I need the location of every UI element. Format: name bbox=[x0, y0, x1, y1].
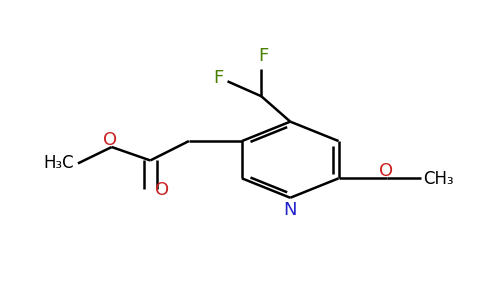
Text: H₃C: H₃C bbox=[44, 154, 74, 172]
Text: O: O bbox=[379, 163, 393, 181]
Text: N: N bbox=[284, 201, 297, 219]
Text: F: F bbox=[258, 47, 269, 65]
Text: O: O bbox=[155, 181, 169, 199]
Text: O: O bbox=[103, 130, 117, 148]
Text: CH₃: CH₃ bbox=[423, 170, 454, 188]
Text: F: F bbox=[213, 69, 224, 87]
